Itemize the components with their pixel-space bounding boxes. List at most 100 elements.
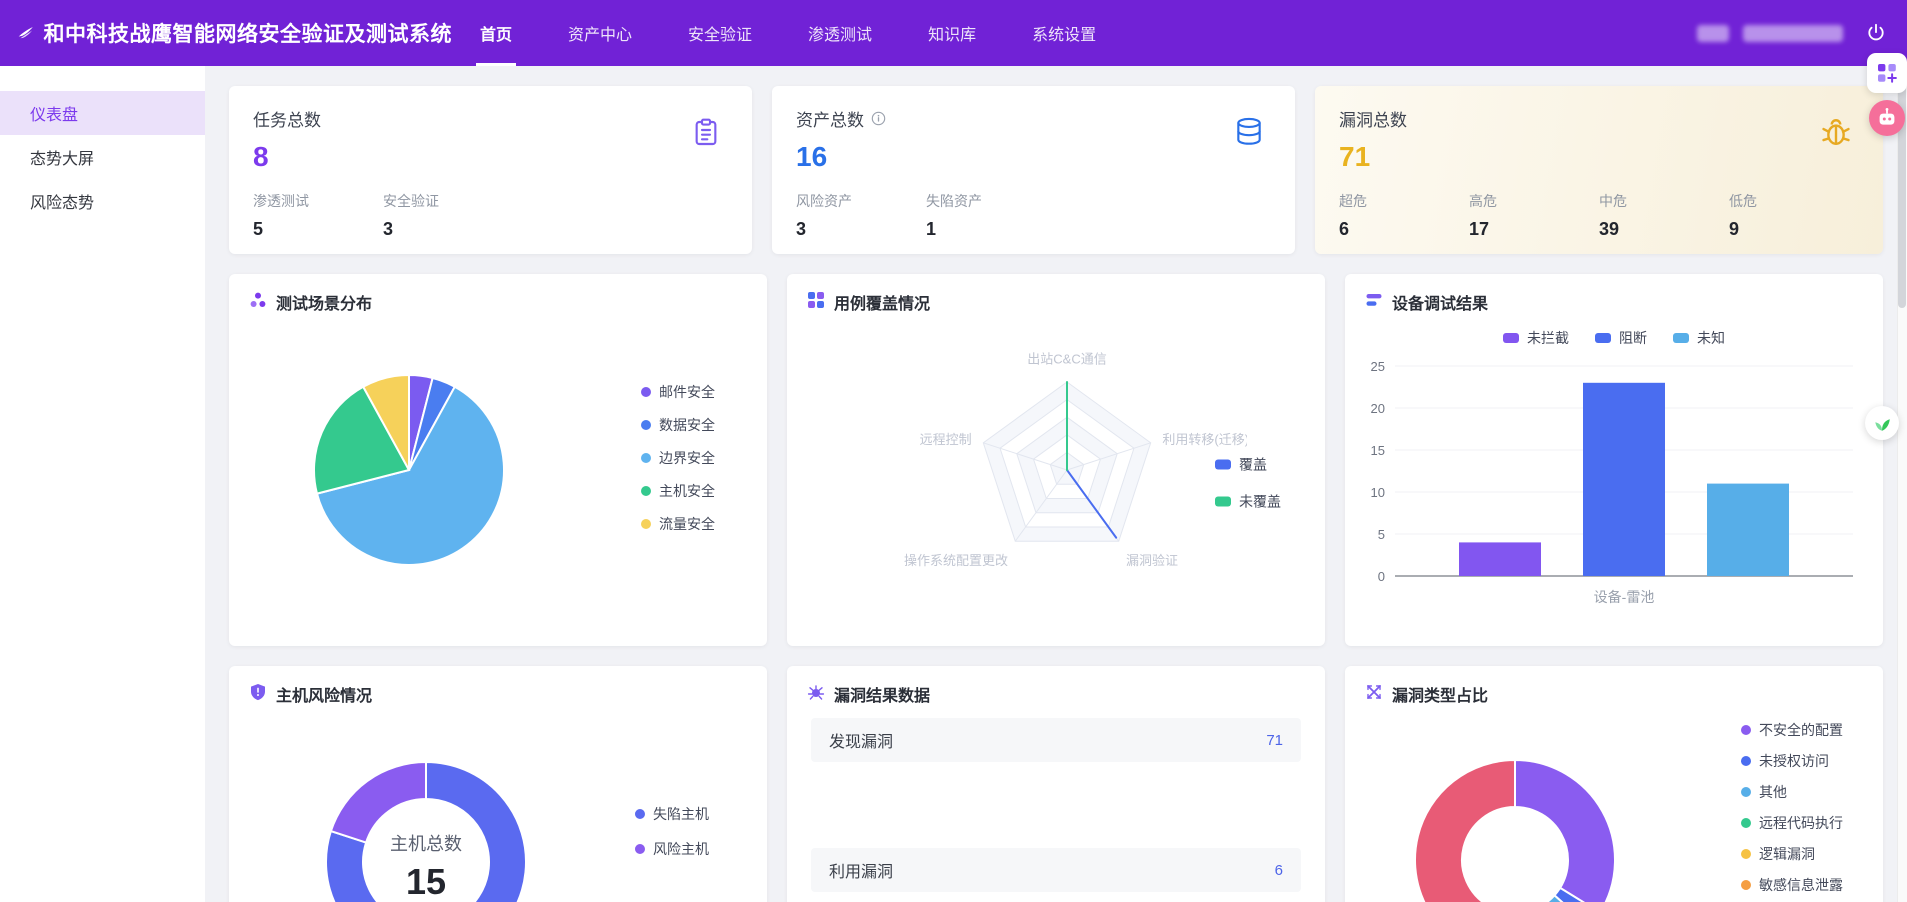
vuln-result-row[interactable]: 利用漏洞 6 <box>811 848 1301 892</box>
svg-text:15: 15 <box>1371 443 1385 458</box>
legend-label: 不安全的配置 <box>1759 722 1843 738</box>
legend-item[interactable]: 风险主机 <box>635 839 709 859</box>
sidebar-item-0[interactable]: 仪表盘 <box>0 91 205 135</box>
vuln-result-value[interactable]: 6 <box>1274 861 1283 879</box>
legend-label: 远程代码执行 <box>1759 815 1843 831</box>
legend-label: 其他 <box>1759 784 1787 800</box>
legend-label: 主机安全 <box>659 483 715 499</box>
legend-item[interactable]: 未授权访问 <box>1741 751 1843 771</box>
stat-subs-vulns: 超危 6 高危 17 中危 39 低危 9 <box>1339 191 1859 240</box>
legend-marker <box>1503 333 1519 343</box>
vuln-result-value[interactable]: 71 <box>1266 731 1283 749</box>
scrollbar-thumb[interactable] <box>1898 68 1906 308</box>
vuln-results-list: 发现漏洞 71 利用漏洞 6 <box>787 712 1325 892</box>
legend-item[interactable]: 数据安全 <box>641 415 715 435</box>
clipboard-icon <box>690 116 722 153</box>
nav-item-4[interactable]: 知识库 <box>928 27 977 44</box>
legend-item[interactable]: 阻断 <box>1595 328 1647 348</box>
legend-item[interactable]: 主机安全 <box>641 481 715 501</box>
legend-item[interactable]: 覆盖 <box>1215 455 1281 475</box>
legend-label: 失陷主机 <box>653 806 709 822</box>
svg-text:操作系统配置更改: 操作系统配置更改 <box>904 553 1008 568</box>
legend-item[interactable]: 逻辑漏洞 <box>1741 844 1843 864</box>
card-title-coverage: 用例覆盖情况 <box>834 296 931 313</box>
scrollbar-track[interactable] <box>1897 66 1907 902</box>
legend-marker <box>1741 880 1751 890</box>
legend-marker <box>1741 787 1751 797</box>
card-scenario-distribution: 测试场景分布 邮件安全 数据安全 边界安全 主机安全 流量安全 <box>229 274 767 646</box>
scenario-pie-chart: 邮件安全数据安全边界安全主机安全流量安全 <box>229 320 767 646</box>
stat-sub-value: 1 <box>926 219 937 239</box>
svg-text:0: 0 <box>1378 569 1385 584</box>
stat-sub: 超危 6 <box>1339 191 1469 240</box>
legend-label: 风险主机 <box>653 841 709 857</box>
assistant-widget-button[interactable] <box>1865 406 1899 440</box>
shield-alert-icon <box>249 683 267 706</box>
legend-marker <box>641 453 651 463</box>
legend-label: 边界安全 <box>659 450 715 466</box>
legend-item[interactable]: 未知 <box>1673 328 1725 348</box>
stat-sub-label: 失陷资产 <box>926 193 982 209</box>
chart-legend: 失陷主机 风险主机 <box>635 804 709 859</box>
stat-card-tasks: 任务总数 8 渗透测试 5 安全验证 3 <box>229 86 752 254</box>
stat-subs-tasks: 渗透测试 5 安全验证 3 <box>253 191 728 240</box>
stat-title-vulns: 漏洞总数 <box>1339 111 1407 130</box>
legend-marker <box>635 809 645 819</box>
stat-sub: 安全验证 3 <box>383 191 513 240</box>
layout-widget-button[interactable] <box>1867 53 1907 93</box>
legend-label: 阻断 <box>1619 330 1647 346</box>
topbar-right <box>1697 0 1907 66</box>
legend-marker <box>1215 459 1231 470</box>
user-avatar-redacted[interactable] <box>1697 24 1729 42</box>
stat-sub-value: 5 <box>253 219 264 239</box>
legend-item[interactable]: 其他 <box>1741 782 1843 802</box>
svg-text:主机总数: 主机总数 <box>390 834 462 854</box>
nav-item-3[interactable]: 渗透测试 <box>808 27 873 44</box>
grid-plus-icon <box>1878 64 1897 83</box>
legend-item[interactable]: 失陷主机 <box>635 804 709 824</box>
vuln-result-row[interactable]: 发现漏洞 71 <box>811 718 1301 762</box>
chart-legend: 未拦截 阻断 未知 <box>1503 328 1725 348</box>
svg-text:设备-雷池: 设备-雷池 <box>1594 589 1655 605</box>
legend-item[interactable]: 未拦截 <box>1503 328 1569 348</box>
user-name-redacted[interactable] <box>1743 24 1843 42</box>
vuln-type-donut-chart: 不安全的配置未授权访问其他远程代码执行逻辑漏洞敏感信息泄露弱口令文件上传 <box>1345 712 1883 902</box>
legend-item[interactable]: 远程代码执行 <box>1741 813 1843 833</box>
nav-item-1[interactable]: 资产中心 <box>568 27 633 44</box>
scenario-cluster-icon <box>249 291 267 314</box>
stat-sub-value: 39 <box>1599 219 1620 239</box>
info-icon[interactable] <box>871 111 886 126</box>
database-icon <box>1233 116 1265 153</box>
legend-marker <box>1741 818 1751 828</box>
legend-item[interactable]: 流量安全 <box>641 514 715 534</box>
legend-label: 覆盖 <box>1239 456 1267 473</box>
coverage-grid-icon <box>807 291 825 314</box>
legend-item[interactable]: 不安全的配置 <box>1741 720 1843 740</box>
ai-assistant-button[interactable] <box>1869 100 1905 136</box>
svg-text:5: 5 <box>1378 527 1385 542</box>
sidebar-item-2[interactable]: 风险态势 <box>30 195 95 212</box>
stat-sub-value: 6 <box>1339 219 1350 239</box>
legend-item[interactable]: 敏感信息泄露 <box>1741 875 1843 895</box>
sprout-icon <box>1875 419 1890 431</box>
legend-item[interactable]: 邮件安全 <box>641 382 715 402</box>
nav-item-2[interactable]: 安全验证 <box>688 27 753 44</box>
nav-item-0[interactable]: 首页 <box>452 0 540 66</box>
chart-row-2: 主机风险情况 主机总数 15 失陷主机 风险主机 漏洞结果数据 发现漏洞 71 利用漏洞 6 <box>229 666 1883 902</box>
legend-label: 邮件安全 <box>659 384 715 400</box>
stat-sub-value: 3 <box>383 219 394 239</box>
legend-item[interactable]: 未覆盖 <box>1215 492 1281 512</box>
vuln-result-label: 利用漏洞 <box>829 864 894 881</box>
stat-sub: 失陷资产 1 <box>926 191 1056 240</box>
legend-label: 未知 <box>1697 330 1725 346</box>
sidebar-item-1[interactable]: 态势大屏 <box>30 151 95 168</box>
nav-item-5[interactable]: 系统设置 <box>1032 27 1097 44</box>
stat-value-assets: 16 <box>796 141 828 172</box>
svg-text:20: 20 <box>1371 401 1385 416</box>
legend-label: 流量安全 <box>659 516 715 532</box>
stat-sub-label: 中危 <box>1599 193 1627 209</box>
legend-item[interactable]: 边界安全 <box>641 448 715 468</box>
logout-power-button[interactable] <box>1865 22 1887 44</box>
svg-text:15: 15 <box>406 861 446 902</box>
card-title-host: 主机风险情况 <box>276 688 373 705</box>
